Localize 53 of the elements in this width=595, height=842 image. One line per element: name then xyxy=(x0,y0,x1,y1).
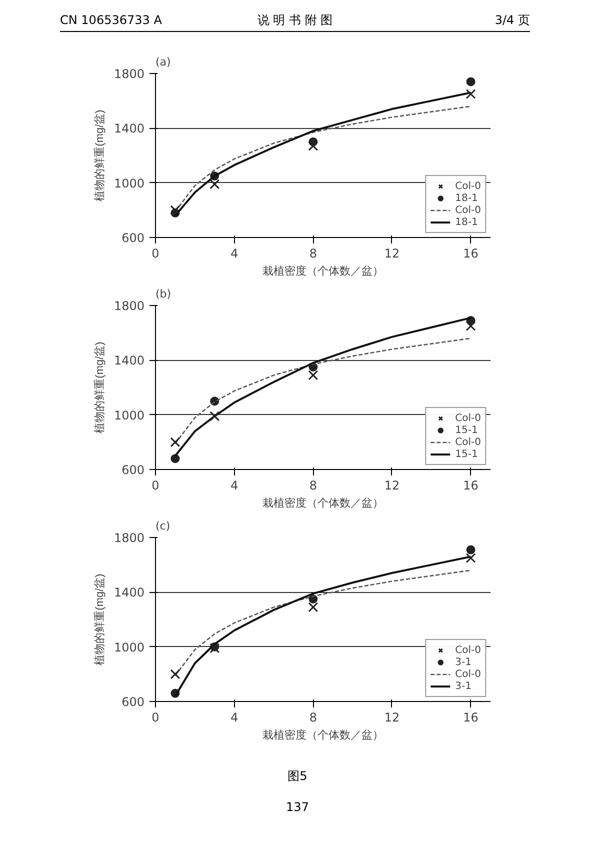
y-tick-label: 1800 xyxy=(114,299,145,313)
x-tick-label: 0 xyxy=(152,710,160,724)
legend-label: 15-1 xyxy=(455,448,478,460)
legend-label: Col-0 xyxy=(455,180,481,192)
x-tick-label: 16 xyxy=(463,478,478,492)
y-axis-title: 植物的鲜重(mg/盆) xyxy=(92,342,106,434)
legend-label: 3-1 xyxy=(455,680,472,692)
x-tick-label: 4 xyxy=(230,710,238,724)
chart-title: (a) xyxy=(156,56,171,68)
x-tick-label: 16 xyxy=(463,710,478,724)
x-tick-label: 4 xyxy=(230,478,238,492)
legend-label: Col-0 xyxy=(455,204,481,216)
y-tick-label: 600 xyxy=(122,231,144,245)
x-axis-title: 栽植密度（个体数／盆） xyxy=(262,496,384,510)
legend-label: Col-0 xyxy=(455,668,481,680)
y-tick-label: 1400 xyxy=(114,122,145,136)
x-tick-label: 8 xyxy=(309,246,317,260)
x-tick-label: 8 xyxy=(309,478,317,492)
x-tick-label: 0 xyxy=(152,478,160,492)
text: 3/4 页 xyxy=(494,12,530,29)
legend-label: Col-0 xyxy=(455,436,481,448)
x-axis-title: 栽植密度（个体数／盆） xyxy=(262,264,384,278)
y-tick-label: 1400 xyxy=(114,354,145,368)
x-tick-label: 12 xyxy=(384,246,400,260)
y-tick-label: 600 xyxy=(122,463,144,477)
x-tick-label: 16 xyxy=(463,246,478,260)
legend-label: Col-0 xyxy=(455,644,481,656)
y-tick-label: 1000 xyxy=(114,640,145,654)
y-axis-title: 植物的鲜重(mg/盆) xyxy=(92,574,106,666)
text: 说 明 书 附 图 xyxy=(256,12,334,29)
legend-label: Col-0 xyxy=(455,412,481,424)
y-tick-label: 1000 xyxy=(114,408,145,422)
text: CN 106536733 A xyxy=(60,12,163,29)
text: 137 xyxy=(286,799,309,816)
x-axis-title: 栽植密度（个体数／盆） xyxy=(262,728,384,742)
y-axis-title: 植物的鲜重(mg/盆) xyxy=(92,110,106,202)
y-tick-label: 1800 xyxy=(114,67,145,81)
legend-label: 15-1 xyxy=(455,424,478,436)
caption: 图5 xyxy=(286,768,308,785)
legend-label: 18-1 xyxy=(455,192,478,204)
x-tick-label: 12 xyxy=(384,710,400,724)
legend-label: 18-1 xyxy=(455,216,478,228)
y-tick-label: 1000 xyxy=(114,176,145,190)
chart-title: (c) xyxy=(156,520,170,532)
x-tick-label: 12 xyxy=(384,478,400,492)
chart-title: (b) xyxy=(156,288,172,300)
y-tick-label: 1400 xyxy=(114,586,145,600)
x-tick-label: 4 xyxy=(230,246,238,260)
legend-label: 3-1 xyxy=(455,656,472,668)
x-tick-label: 8 xyxy=(309,710,317,724)
y-tick-label: 1800 xyxy=(114,531,145,545)
x-tick-label: 0 xyxy=(152,246,160,260)
y-tick-label: 600 xyxy=(122,695,144,709)
